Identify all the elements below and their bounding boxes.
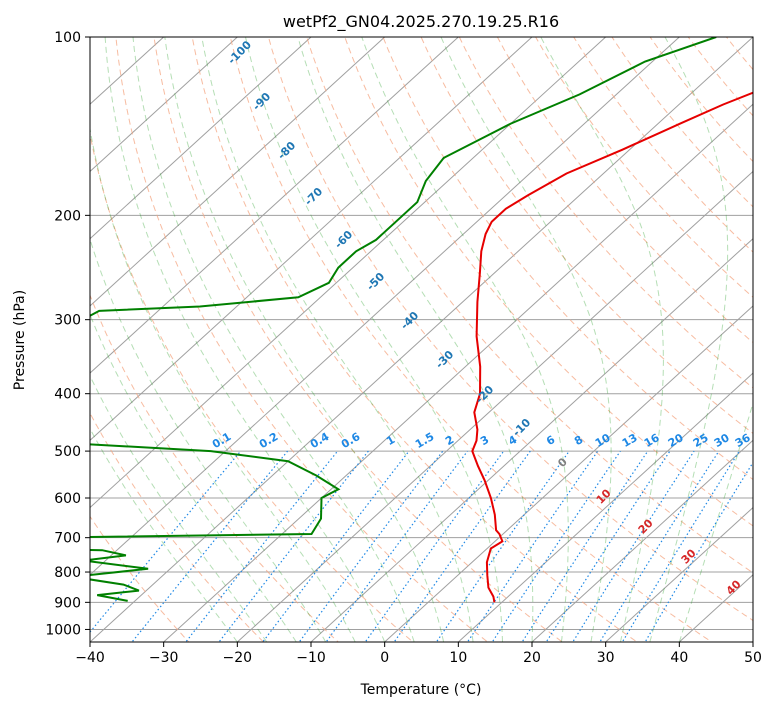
mixing-ratio-line — [491, 450, 621, 642]
y-tick-label: 900 — [54, 595, 81, 611]
isotherm-gridline — [90, 37, 753, 642]
y-tick-label: 1000 — [45, 622, 81, 638]
dry-adiabat — [115, 37, 489, 642]
dry-adiabat — [90, 412, 265, 642]
isotherm-gridline — [90, 37, 238, 173]
isotherm-gridline — [90, 37, 533, 442]
y-tick-label: 100 — [54, 30, 81, 46]
dry-adiabat — [458, 37, 753, 389]
y-axis-label: Pressure (hPa) — [12, 290, 28, 390]
isotherm-gridline — [90, 37, 680, 576]
isotherm-gridline — [457, 372, 753, 642]
moist-adiabat — [540, 37, 664, 642]
dry-adiabat — [496, 37, 753, 344]
isotherm-gridline — [236, 170, 753, 642]
temperature-line — [471, 91, 753, 603]
isotherm-gridline — [90, 37, 386, 307]
x-axis-label: Temperature (°C) — [360, 682, 482, 698]
mixing-ratio-line — [599, 450, 720, 642]
moist-adiabat — [132, 37, 415, 642]
y-tick-label: 400 — [54, 387, 81, 403]
moist-adiabat — [440, 37, 612, 642]
moist-adiabat — [678, 401, 753, 642]
moist-adiabat — [201, 37, 474, 642]
isotherm-gridline — [90, 37, 459, 374]
x-tick-label: 50 — [744, 650, 762, 666]
mixing-ratio-line — [131, 450, 289, 642]
x-tick-label: −10 — [296, 650, 326, 666]
moist-adiabat — [164, 37, 445, 642]
moist-adiabat — [245, 37, 503, 642]
dry-adiabat — [420, 37, 753, 435]
mixing-ratio-line — [325, 450, 468, 642]
moist-adiabat — [90, 374, 268, 642]
plot-frame — [89, 36, 754, 643]
mixing-ratio-line — [621, 450, 740, 642]
x-tick-label: 20 — [523, 650, 541, 666]
dry-adiabat — [267, 37, 753, 622]
mixing-ratio-line — [364, 450, 505, 642]
x-tick-label: −20 — [223, 650, 253, 666]
mixing-ratio-line — [185, 450, 339, 642]
dewpoint-line — [90, 37, 717, 602]
moist-adiabat — [104, 37, 386, 642]
y-tick-label: 800 — [54, 565, 81, 581]
isotherm-gridline — [90, 37, 607, 509]
x-tick-label: 0 — [380, 650, 389, 666]
dry-adiabat — [90, 293, 339, 642]
mixing-ratio-line — [435, 450, 570, 642]
y-tick-label: 700 — [54, 531, 81, 547]
chart-title: wetPf2_GN04.2025.270.19.25.R16 — [283, 12, 559, 32]
mixing-ratio-line — [466, 450, 599, 642]
moist-adiabat — [90, 313, 297, 642]
x-tick-label: 40 — [670, 650, 688, 666]
x-tick-label: −30 — [149, 650, 179, 666]
dry-adiabat — [90, 131, 414, 642]
moist-adiabat — [90, 125, 356, 642]
sounding-profiles — [90, 37, 753, 603]
dry-adiabat — [191, 37, 638, 642]
background-lines — [90, 37, 753, 642]
x-tick-label: −40 — [75, 650, 105, 666]
axes: −40 −30 −20 −10 0 10 20 30 40 50 100 200 300 400 500 60… — [45, 30, 762, 666]
isotherm-gridline — [310, 237, 753, 642]
moist-adiabat — [649, 37, 729, 642]
mixing-ratio-line — [521, 450, 649, 642]
isotherm-gridline — [605, 506, 753, 642]
dry-adiabat — [153, 37, 564, 642]
y-tick-label: 200 — [54, 208, 81, 224]
mixing-ratio-line — [218, 450, 369, 642]
moist-adiabat — [90, 237, 327, 642]
isotherm-gridline — [384, 305, 753, 642]
y-tick-label: 600 — [54, 491, 81, 507]
x-tick-label: 10 — [449, 650, 467, 666]
isotherm-gridline — [531, 439, 753, 642]
x-tick-label: 30 — [597, 650, 615, 666]
mixing-ratio-line — [572, 450, 695, 642]
y-tick-label: 300 — [54, 313, 81, 329]
mixing-ratio-line — [545, 450, 671, 642]
mixing-ratio-line — [393, 450, 531, 642]
moist-adiabat — [90, 427, 238, 642]
y-tick-label: 500 — [54, 444, 81, 460]
dry-adiabat — [306, 37, 753, 574]
moist-adiabat — [297, 37, 534, 642]
isotherm-gridline — [163, 103, 753, 642]
moist-adiabat — [361, 37, 569, 642]
isotherm-gridline — [90, 37, 312, 240]
